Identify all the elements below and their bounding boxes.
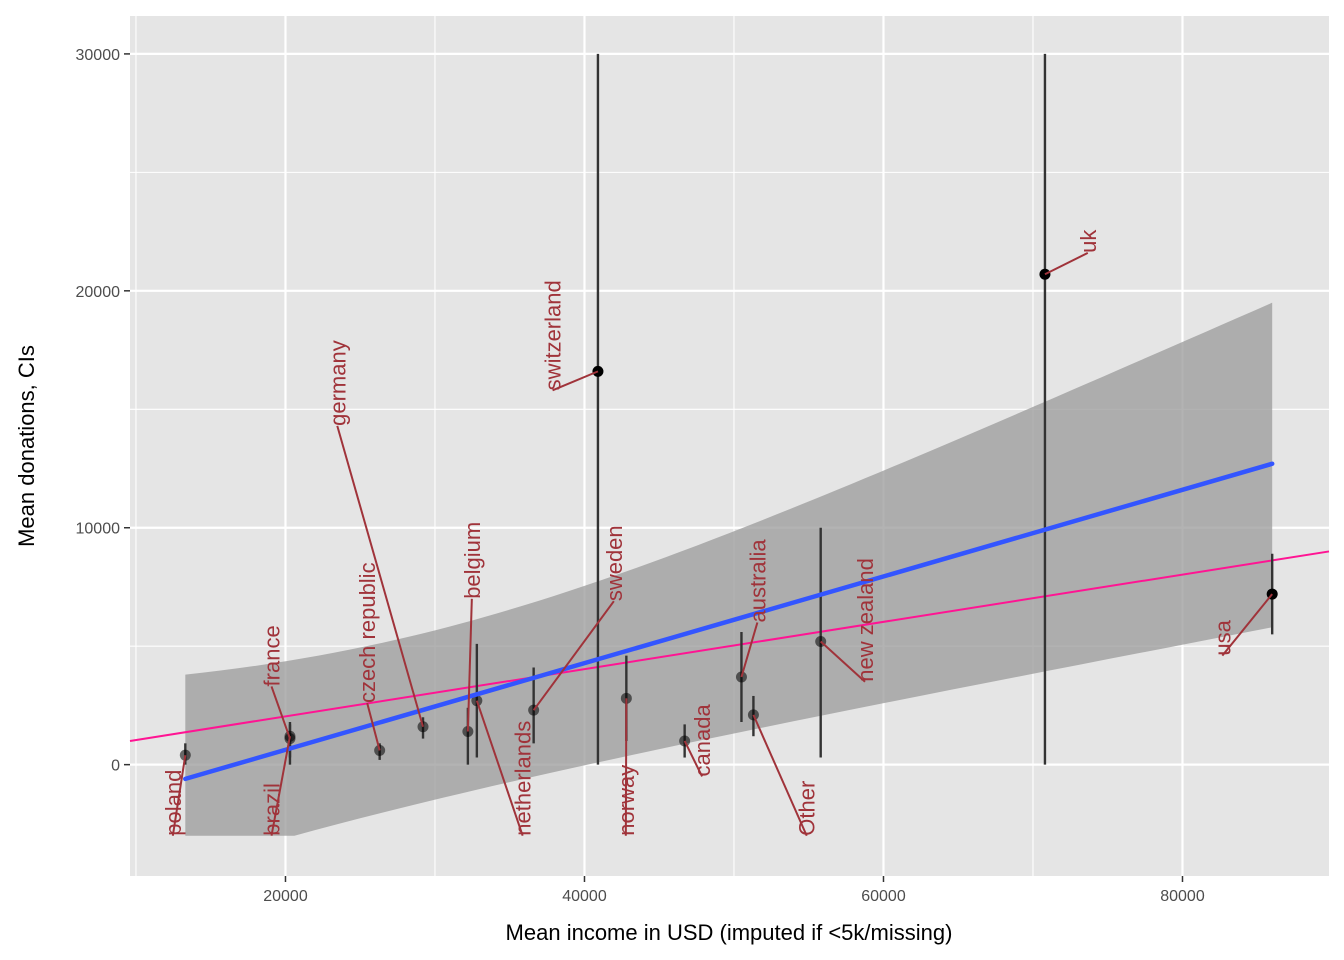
leader-usa [1221, 593, 1273, 657]
confidence-ribbon-layer [185, 302, 1273, 836]
fit-line [183, 461, 1275, 782]
x-tick-label: 80000 [1160, 888, 1205, 905]
label-norway: norway [614, 765, 639, 836]
label-usa: usa [1210, 619, 1235, 655]
leader-new-zealand [820, 640, 866, 683]
label-new-zealand: new zealand [853, 558, 878, 682]
label-switzerland: switzerland [541, 280, 566, 390]
leader-canada [683, 740, 703, 777]
y-tick-label: 10000 [76, 521, 121, 538]
leader-belgium [466, 598, 473, 732]
x-axis-title: Mean income in USD (imputed if <5k/missi… [506, 920, 953, 945]
label-australia: australia [745, 539, 770, 623]
leader-france [270, 686, 291, 739]
label-belgium: belgium [460, 522, 485, 599]
reference-line [129, 550, 1330, 742]
leader-brazil [270, 736, 291, 836]
label-Other: Other [795, 781, 820, 836]
reference-line-layer [129, 550, 1330, 742]
leader-australia [740, 622, 759, 678]
y-axis-title: Mean donations, CIs [14, 345, 39, 547]
x-tick-label: 20000 [263, 888, 308, 905]
leader-netherlands [475, 700, 524, 837]
fit-line-layer [183, 461, 1275, 782]
leader-Other [752, 714, 808, 837]
leader-poland [171, 755, 187, 836]
label-poland: poland [161, 770, 186, 836]
label-leader-lines [171, 252, 1273, 837]
label-sweden: sweden [602, 525, 627, 601]
label-uk: uk [1076, 229, 1101, 253]
leader-norway [624, 698, 628, 836]
x-tick-label: 40000 [562, 888, 607, 905]
label-netherlands: netherlands [511, 721, 536, 836]
label-brazil: brazil [260, 783, 285, 836]
x-tick-label: 60000 [861, 888, 906, 905]
label-france: france [260, 625, 285, 686]
y-tick-label: 30000 [76, 47, 121, 64]
leader-uk [1044, 252, 1089, 276]
label-canada: canada [690, 704, 715, 777]
leader-switzerland [552, 370, 599, 392]
label-germany: germany [325, 340, 350, 426]
confidence-ribbon [185, 302, 1273, 836]
x-axis: 20000 40000 60000 80000 [263, 876, 1205, 905]
y-tick-label: 20000 [76, 284, 121, 301]
leader-czech-republic [366, 702, 381, 751]
leader-sweden [532, 600, 615, 711]
label-czech-republic: czech republic [355, 562, 380, 703]
y-tick-label: 0 [111, 758, 120, 775]
country-labels: poland brazil france czech republic germany b… [161, 229, 1235, 836]
leader-germany [336, 425, 424, 728]
y-axis: 0 10000 20000 30000 [76, 47, 130, 775]
